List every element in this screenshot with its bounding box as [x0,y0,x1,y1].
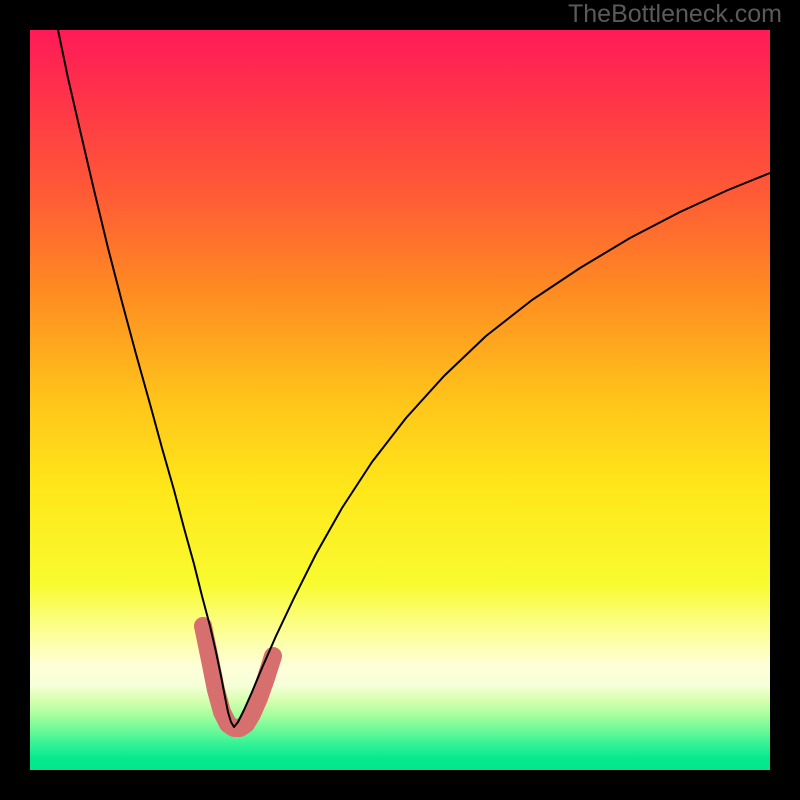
frame-right [770,0,800,800]
plot-background [30,30,770,770]
chart-svg [0,0,800,800]
frame-left [0,0,30,800]
frame-bottom [0,770,800,800]
watermark-text: TheBottleneck.com [568,0,782,29]
